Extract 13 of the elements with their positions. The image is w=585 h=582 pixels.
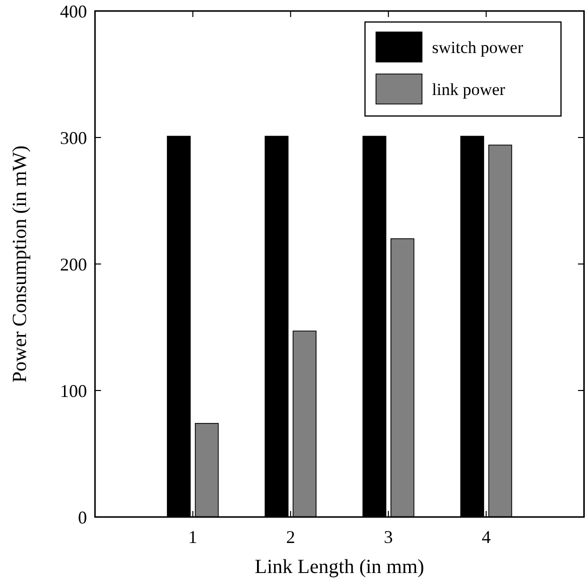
y-tick-label: 300 — [60, 128, 87, 148]
y-tick-label: 0 — [78, 507, 87, 528]
x-tick-label: 2 — [286, 527, 296, 547]
x-tick-label: 3 — [384, 527, 393, 547]
y-tick-label: 100 — [60, 380, 87, 401]
y-tick-label: 200 — [60, 254, 87, 274]
x-tick-label: 1 — [188, 527, 198, 547]
x-tick-label: 4 — [482, 527, 491, 547]
y-axis-title: Power Consumption (in mW) — [9, 145, 31, 383]
x-axis-title: Link Length (in mm) — [254, 556, 424, 578]
y-tick-label: 400 — [60, 1, 87, 22]
legend-label: switch power — [432, 38, 524, 57]
legend-label: link power — [432, 80, 506, 99]
